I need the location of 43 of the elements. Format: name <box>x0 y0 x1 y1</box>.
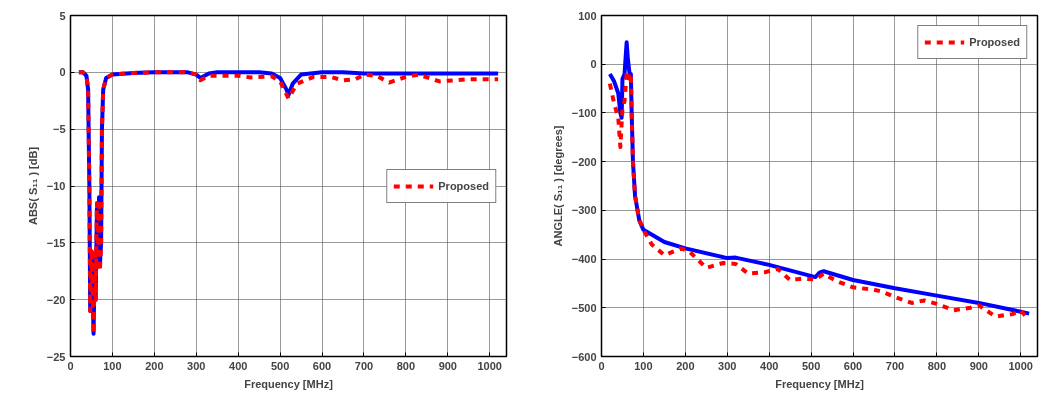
y-tick-label: 100 <box>578 9 597 22</box>
y-tick-label: −25 <box>46 350 66 363</box>
y-tick-label: 5 <box>59 9 66 22</box>
x-tick-label: 1000 <box>1008 359 1033 372</box>
y-tick-label: 0 <box>590 58 597 71</box>
x-tick-label: 700 <box>885 359 905 372</box>
x-tick-label: 400 <box>760 359 779 372</box>
y-axis-title: ANGLE( S₁₁ ) [degrees] <box>551 125 564 247</box>
x-axis-title: Frequency [MHz] <box>244 377 334 390</box>
x-tick-label: 900 <box>969 359 988 372</box>
legend-label: Proposed <box>438 179 489 192</box>
y-tick-label: −15 <box>46 236 66 249</box>
y-tick-label: −200 <box>571 155 597 168</box>
x-tick-label: 0 <box>598 359 605 372</box>
y-tick-label: −400 <box>571 253 597 266</box>
x-tick-label: 600 <box>843 359 863 372</box>
x-tick-label: 300 <box>718 359 737 372</box>
y-tick-label: −5 <box>52 123 66 136</box>
y-tick-label: −20 <box>46 293 66 306</box>
x-tick-label: 100 <box>103 359 122 372</box>
y-tick-label: −600 <box>571 350 597 363</box>
y-tick-label: 0 <box>59 66 66 79</box>
x-tick-label: 600 <box>312 359 332 372</box>
x-tick-label: 1000 <box>477 359 502 372</box>
x-tick-label: 400 <box>229 359 248 372</box>
x-tick-label: 800 <box>927 359 947 372</box>
x-tick-label: 100 <box>634 359 653 372</box>
x-tick-label: 800 <box>396 359 416 372</box>
x-axis-title: Frequency [MHz] <box>775 377 865 390</box>
y-tick-label: −500 <box>571 301 597 314</box>
y-tick-label: −10 <box>46 180 66 192</box>
x-tick-label: 700 <box>354 359 374 372</box>
x-tick-label: 0 <box>67 359 74 372</box>
x-tick-label: 900 <box>438 359 457 372</box>
y-tick-label: −100 <box>571 106 597 119</box>
x-tick-label: 200 <box>676 359 695 372</box>
legend-label: Proposed <box>969 36 1020 48</box>
x-tick-label: 500 <box>801 359 821 372</box>
y-tick-label: −300 <box>571 204 597 217</box>
x-tick-label: 500 <box>270 359 290 372</box>
x-tick-label: 200 <box>145 359 164 372</box>
x-tick-label: 300 <box>187 359 206 372</box>
y-axis-title: ABS( S₁₁ ) [dB] <box>26 146 39 226</box>
